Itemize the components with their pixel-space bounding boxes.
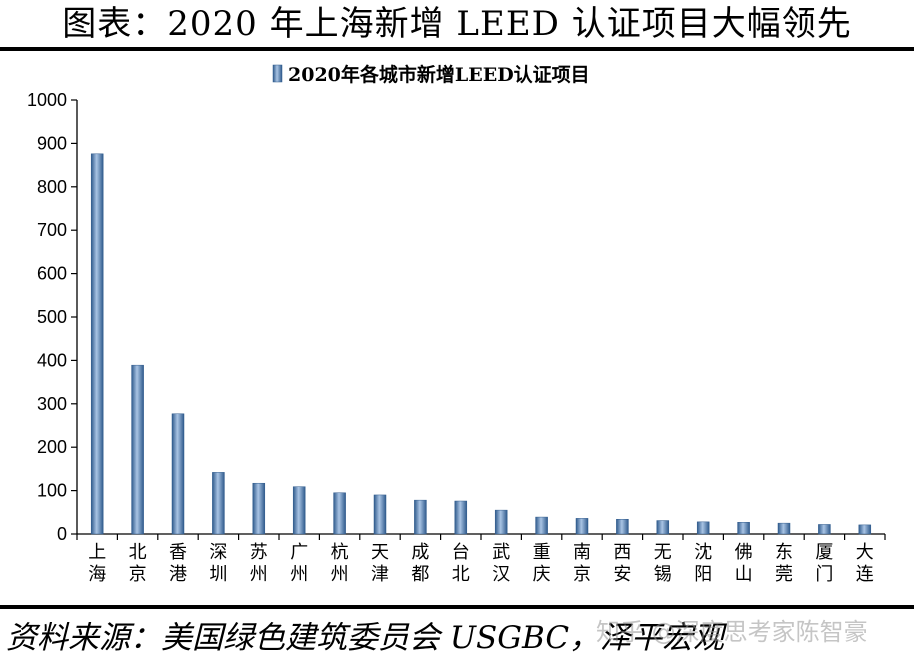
page-title: 图表：2020 年上海新增 LEED 认证项目大幅领先: [62, 4, 852, 44]
category-label: 武汉: [492, 542, 510, 585]
category-label: 台北: [452, 542, 470, 585]
watermark: 知乎 @深度思考家陈智豪: [596, 618, 868, 646]
bar: [696, 521, 710, 535]
bar: [737, 522, 750, 535]
bar: [131, 364, 144, 535]
category-label: 大连: [856, 542, 874, 585]
bar: [454, 500, 468, 535]
bar: [616, 518, 629, 535]
bar: [292, 486, 306, 535]
y-tick-label: 700: [37, 220, 67, 240]
category-label: 南京: [573, 542, 591, 585]
title-rule: [0, 47, 914, 51]
bar-chart: 2020年各城市新增LEED认证项目 0 100 200 300 400 500 600 70…: [27, 63, 886, 585]
bar: [414, 499, 427, 535]
y-tick-label: 200: [37, 437, 67, 457]
bar: [777, 522, 791, 535]
category-label: 西安: [613, 542, 631, 585]
y-tick-label: 300: [37, 394, 67, 414]
bar: [575, 518, 589, 535]
y-tick-label: 800: [37, 177, 67, 197]
category-label: 香港: [169, 542, 187, 585]
legend-swatch: [272, 64, 283, 83]
y-tick-label: 600: [37, 264, 67, 284]
y-tick-label: 900: [37, 133, 67, 153]
bar: [333, 492, 346, 535]
legend-label: 2020年各城市新增LEED认证项目: [288, 63, 590, 86]
category-label: 东莞: [775, 542, 793, 585]
bar: [373, 494, 387, 535]
bar: [858, 524, 872, 535]
bar: [494, 509, 508, 535]
y-tick-label: 400: [37, 350, 67, 370]
chart-legend: 2020年各城市新增LEED认证项目: [272, 63, 590, 86]
bar: [818, 524, 831, 535]
category-label: 厦门: [815, 542, 833, 585]
category-label: 佛山: [735, 542, 753, 585]
category-label: 重庆: [533, 542, 551, 585]
bar-series: [90, 153, 872, 535]
bar: [252, 482, 266, 535]
bar: [171, 413, 185, 535]
y-tick-label: 100: [37, 481, 67, 501]
x-axis: [76, 533, 886, 540]
footer-rule: [0, 605, 914, 609]
y-tick-label: 1000: [27, 90, 67, 110]
category-label: 无锡: [654, 542, 672, 585]
category-label: 苏州: [250, 542, 268, 585]
category-label: 深圳: [209, 542, 227, 585]
category-label: 成都: [411, 542, 429, 585]
category-label: 沈阳: [694, 542, 712, 585]
category-label: 杭州: [331, 542, 349, 585]
bar: [212, 472, 225, 535]
bar: [90, 153, 104, 535]
y-tick-label: 500: [37, 307, 67, 327]
category-label: 北京: [129, 542, 147, 585]
category-label: 天津: [371, 542, 389, 585]
category-label: 广州: [290, 542, 308, 585]
bar: [535, 516, 548, 535]
category-label: 上海: [88, 542, 106, 585]
source-note: 资料来源：美国绿色建筑委员会 USGBC，泽平宏观: [6, 620, 725, 656]
y-axis: 0 100 200 300 400 500 600 700 800 900 1000: [27, 90, 78, 544]
bar: [656, 520, 670, 535]
y-tick-label: 0: [57, 524, 67, 544]
